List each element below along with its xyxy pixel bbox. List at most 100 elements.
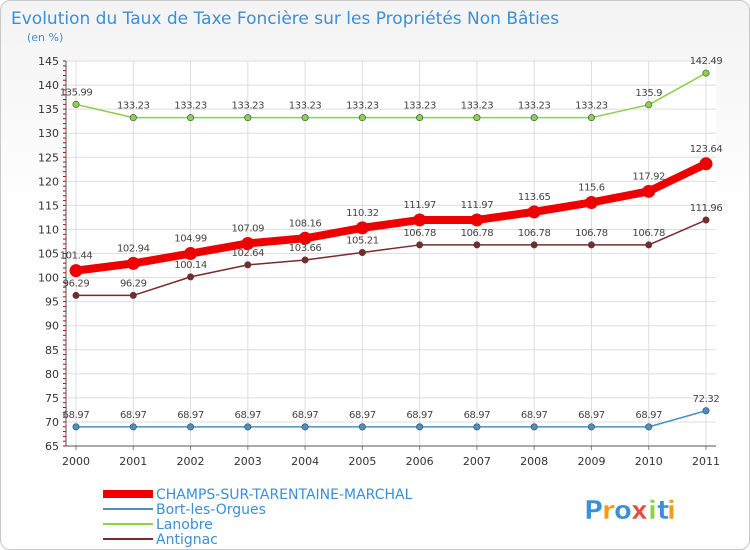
data-label: 96.29 xyxy=(63,278,90,289)
data-label: 133.23 xyxy=(289,101,322,112)
y-tick-label: 105 xyxy=(38,248,59,261)
x-tick-label: 2007 xyxy=(463,455,491,468)
data-point xyxy=(702,407,710,415)
x-tick-label: 2001 xyxy=(119,455,147,468)
x-tick-label: 2004 xyxy=(291,455,319,468)
data-point xyxy=(72,100,80,108)
data-point xyxy=(241,236,255,250)
x-tick-label: 2002 xyxy=(177,455,205,468)
data-point xyxy=(355,221,369,235)
logo-letter: P xyxy=(584,496,603,526)
data-point xyxy=(72,423,80,431)
data-label: 133.23 xyxy=(232,101,265,112)
series-champs-sur-tarentaine-marchal: 101.44 102.94 104.99 107.09 108.16 110.32 111.… xyxy=(60,144,723,278)
data-point xyxy=(530,114,538,122)
y-tick-label: 85 xyxy=(45,344,59,357)
data-label: 133.23 xyxy=(575,101,608,112)
data-point xyxy=(126,256,140,270)
data-label: 106.78 xyxy=(518,228,551,239)
data-point xyxy=(527,205,541,219)
data-label: 106.78 xyxy=(461,228,494,239)
data-label: 133.23 xyxy=(518,101,551,112)
data-label: 135.99 xyxy=(60,87,93,98)
data-label: 103.66 xyxy=(289,243,322,254)
y-tick-label: 90 xyxy=(45,320,59,333)
series-lanobre: 135.99 133.23 133.23 133.23 133.23 133.23 133.… xyxy=(60,56,723,122)
data-point xyxy=(584,195,598,209)
data-point xyxy=(301,423,309,431)
data-label: 108.16 xyxy=(289,218,322,229)
data-label: 107.09 xyxy=(232,223,265,234)
y-tick-label: 145 xyxy=(38,55,59,68)
data-label: 68.97 xyxy=(521,410,548,421)
series-line xyxy=(75,72,707,119)
y-tick-label: 120 xyxy=(38,175,59,188)
y-tick-label: 65 xyxy=(45,440,59,453)
data-label: 68.97 xyxy=(406,410,433,421)
data-label: 72.32 xyxy=(693,394,720,405)
x-tick-label: 2006 xyxy=(406,455,434,468)
y-tick-label: 75 xyxy=(45,392,59,405)
data-point xyxy=(187,423,195,431)
data-label: 102.94 xyxy=(117,243,150,254)
data-point xyxy=(244,423,252,431)
data-point xyxy=(473,241,481,249)
legend-label: CHAMPS-SUR-TARENTAINE-MARCHAL xyxy=(156,487,413,503)
data-point xyxy=(702,216,710,224)
y-tick-label: 115 xyxy=(38,199,59,212)
data-label: 133.23 xyxy=(461,101,494,112)
y-tick-label: 95 xyxy=(45,296,59,309)
data-point xyxy=(587,423,595,431)
data-point xyxy=(645,241,653,249)
logo-letter: i xyxy=(648,496,657,526)
data-label: 68.97 xyxy=(120,410,147,421)
logo-letter: o xyxy=(614,496,632,526)
data-point xyxy=(187,273,195,281)
data-point xyxy=(358,423,366,431)
data-label: 117.92 xyxy=(632,171,665,182)
data-label: 68.97 xyxy=(635,410,662,421)
data-point xyxy=(301,114,309,122)
x-tick-label: 2000 xyxy=(62,455,90,468)
y-tick-label: 130 xyxy=(38,127,59,140)
legend-label: Lanobre xyxy=(156,517,213,533)
data-label: 133.23 xyxy=(403,101,436,112)
data-label: 113.65 xyxy=(518,192,551,203)
data-label: 68.97 xyxy=(177,410,204,421)
data-label: 106.78 xyxy=(632,228,665,239)
logo-letter: x xyxy=(631,496,648,526)
logo-letter: r xyxy=(602,496,615,526)
data-point xyxy=(530,241,538,249)
y-tick-label: 140 xyxy=(38,79,59,92)
data-label: 68.97 xyxy=(234,410,261,421)
data-point xyxy=(358,114,366,122)
x-tick-label: 2008 xyxy=(520,455,548,468)
proxiti-logo: Pr o x i ti xyxy=(584,496,677,527)
data-point xyxy=(645,423,653,431)
x-tick-label: 2010 xyxy=(635,455,663,468)
x-tick-label: 2005 xyxy=(348,455,376,468)
data-point xyxy=(416,114,424,122)
data-label: 123.64 xyxy=(690,144,723,155)
data-point xyxy=(702,69,710,77)
data-label: 111.96 xyxy=(690,203,723,214)
data-label: 110.32 xyxy=(346,208,379,219)
data-point xyxy=(473,114,481,122)
data-point xyxy=(129,291,137,299)
data-label: 68.97 xyxy=(292,410,319,421)
data-point xyxy=(187,114,195,122)
series-antignac: 96.29 96.29 100.14 102.64 103.66 105.21 106.78… xyxy=(63,203,723,299)
data-point xyxy=(301,256,309,264)
y-tick-label: 80 xyxy=(45,368,59,381)
data-label: 111.97 xyxy=(403,200,436,211)
data-point xyxy=(416,241,424,249)
data-point xyxy=(244,114,252,122)
series-line xyxy=(72,159,710,275)
data-point xyxy=(699,157,713,171)
data-label: 96.29 xyxy=(120,278,147,289)
data-label: 135.9 xyxy=(635,88,662,99)
data-point xyxy=(129,114,137,122)
data-label: 68.97 xyxy=(578,410,605,421)
data-label: 104.99 xyxy=(174,234,207,245)
